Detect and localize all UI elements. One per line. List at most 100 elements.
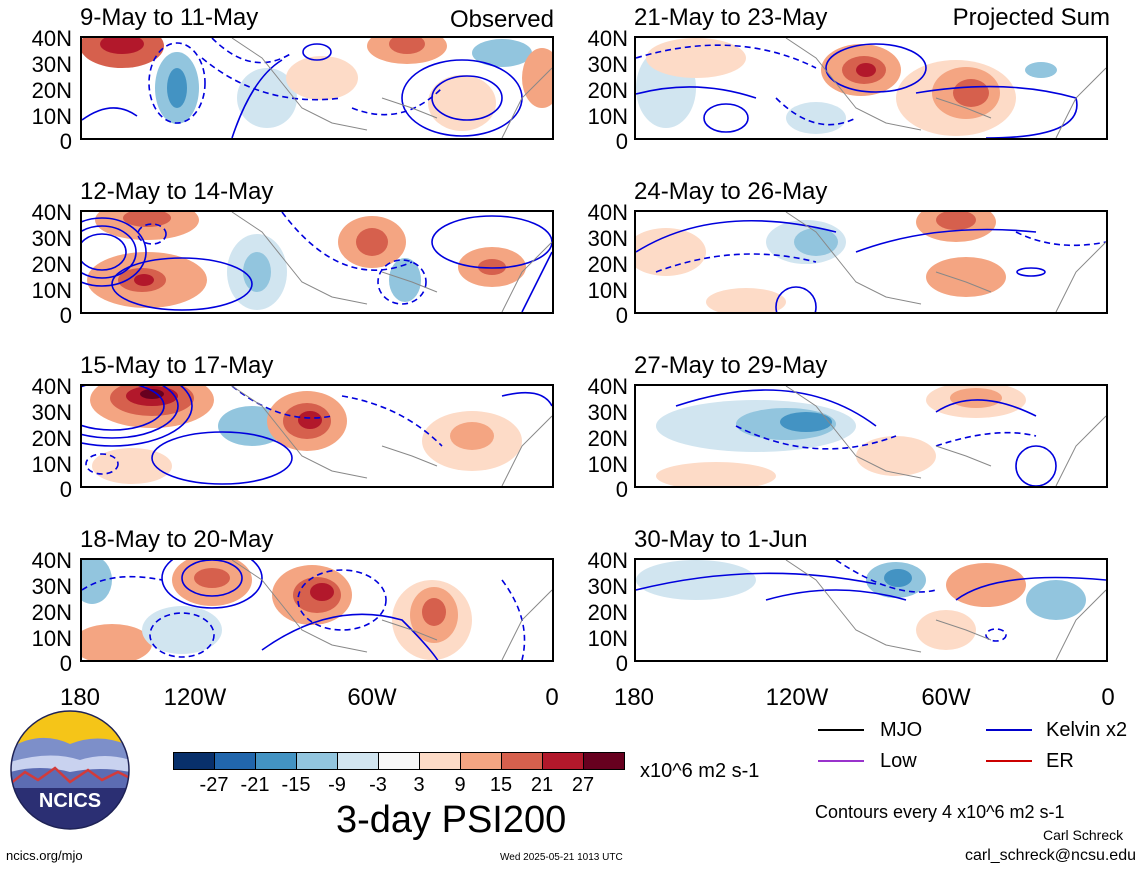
psi-field <box>82 386 552 486</box>
lat-label: 30N <box>31 574 72 599</box>
panel-title: 18-May to 20-May <box>80 526 274 553</box>
psi-field <box>656 386 1106 486</box>
footer-timestamp: Wed 2025-05-21 1013 UTC <box>500 852 623 863</box>
map-panel <box>634 210 1108 314</box>
panel-title: 30-May to 1-Jun <box>634 526 808 553</box>
psi-field <box>82 212 552 312</box>
lon-label: 60W <box>347 684 397 711</box>
lat-label: 20N <box>31 600 72 625</box>
lat-label: 0 <box>59 303 72 328</box>
colorbar-swatch <box>378 752 420 770</box>
colorbar-units: x10^6 m2 s-1 <box>640 760 760 782</box>
lat-label: 10N <box>587 626 628 651</box>
lat-label: 30N <box>587 400 628 425</box>
colorbar-swatch <box>583 752 625 770</box>
lat-label: 30N <box>31 400 72 425</box>
legend-line-mjo <box>818 729 864 731</box>
lat-label: 0 <box>59 129 72 154</box>
legend-label: Kelvin x2 <box>1046 719 1128 741</box>
panel-title: 24-May to 26-May <box>634 178 828 205</box>
psi-field <box>82 560 552 660</box>
lat-label: 10N <box>31 452 72 477</box>
legend-line-kelvin <box>986 729 1032 731</box>
lat-label: 10N <box>31 278 72 303</box>
panel-title: 21-May to 23-May <box>634 4 828 31</box>
contour-note: Contours every 4 x10^6 m2 s-1 <box>815 802 1065 822</box>
legend-label: MJO <box>880 719 923 741</box>
footer-url: ncics.org/mjo <box>6 848 83 863</box>
lat-label: 20N <box>587 78 628 103</box>
lat-label: 40N <box>587 200 628 225</box>
colorbar-label: 21 <box>530 774 554 796</box>
map-panel <box>634 384 1108 488</box>
observed-tag: Observed <box>449 6 554 33</box>
colorbar-swatch <box>255 752 297 770</box>
lat-label: 30N <box>31 52 72 77</box>
legend-line-er <box>986 760 1032 762</box>
lat-label: 10N <box>31 104 72 129</box>
lat-label: 40N <box>587 374 628 399</box>
colorbar-label: -15 <box>281 774 311 796</box>
panel-title: 15-May to 17-May <box>80 352 274 379</box>
map-panel <box>80 210 554 314</box>
lat-label: 40N <box>31 26 72 51</box>
psi-field <box>636 560 1106 660</box>
lat-label: 10N <box>587 452 628 477</box>
colorbar-swatch <box>337 752 379 770</box>
panel-title: 9-May to 11-May <box>80 4 259 31</box>
lat-label: 20N <box>31 252 72 277</box>
psi-field <box>82 38 552 138</box>
legend-line-low <box>818 760 864 762</box>
lat-label: 20N <box>31 78 72 103</box>
lat-label: 10N <box>31 626 72 651</box>
lat-label: 0 <box>59 651 72 676</box>
lat-label: 20N <box>587 252 628 277</box>
lat-label: 40N <box>31 200 72 225</box>
colorbar-label: -27 <box>199 774 229 796</box>
colorbar-swatch <box>419 752 461 770</box>
lon-label: 180 <box>613 684 655 711</box>
lat-label: 0 <box>615 477 628 502</box>
panel-title: 27-May to 29-May <box>634 352 828 379</box>
footer-email: carl_schreck@ncsu.edu <box>965 847 1135 864</box>
lat-label: 20N <box>587 600 628 625</box>
lat-label: 40N <box>587 548 628 573</box>
lon-label: 120W <box>765 684 829 711</box>
colorbar-label: 15 <box>489 774 513 796</box>
colorbar-swatch <box>214 752 256 770</box>
lat-label: 30N <box>587 574 628 599</box>
projected-sum-tag: Projected Sum <box>952 4 1110 31</box>
lon-label: 120W <box>163 684 227 711</box>
colorbar-label: -21 <box>240 774 270 796</box>
map-panel <box>634 36 1108 140</box>
psi-field <box>636 212 1106 312</box>
legend-label: ER <box>1046 750 1074 772</box>
colorbar-swatch <box>460 752 502 770</box>
lat-label: 10N <box>587 278 628 303</box>
colorbar-label: -9 <box>328 774 346 796</box>
footer-author: Carl Schreck <box>1043 827 1124 843</box>
colorbar-swatch <box>542 752 584 770</box>
lat-label: 20N <box>587 426 628 451</box>
lat-label: 40N <box>587 26 628 51</box>
map-panel <box>80 384 554 488</box>
colorbar-label: 3 <box>413 774 425 796</box>
lon-label: 0 <box>1101 684 1115 711</box>
map-panel <box>80 36 554 140</box>
psi-field <box>636 38 1106 138</box>
lat-label: 20N <box>31 426 72 451</box>
colorbar-swatch <box>501 752 543 770</box>
lon-label: 180 <box>59 684 101 711</box>
lat-label: 0 <box>615 129 628 154</box>
map-panel <box>80 558 554 662</box>
lat-label: 0 <box>615 651 628 676</box>
map-panel <box>634 558 1108 662</box>
colorbar-swatch <box>173 752 215 770</box>
lat-label: 30N <box>587 52 628 77</box>
lon-label: 0 <box>545 684 559 711</box>
logo-text: NCICS <box>38 790 102 812</box>
ncics-logo: NCICS <box>10 710 130 830</box>
lon-label: 60W <box>921 684 971 711</box>
lat-label: 0 <box>615 303 628 328</box>
lat-label: 30N <box>31 226 72 251</box>
